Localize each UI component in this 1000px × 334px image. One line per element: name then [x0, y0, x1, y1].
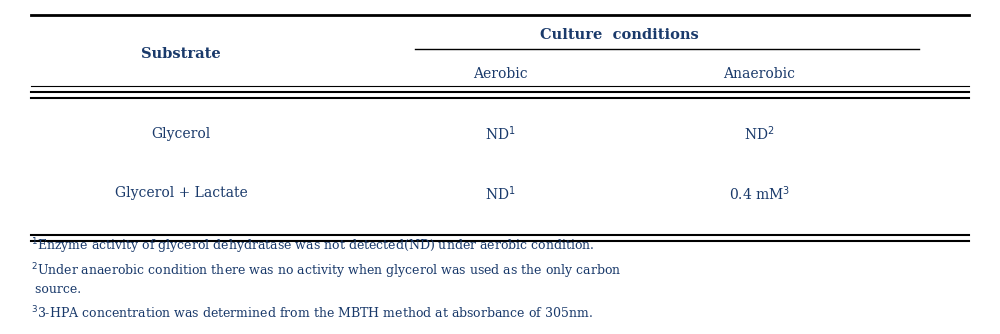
Text: Substrate: Substrate — [141, 47, 221, 61]
Text: $^2$Under anaerobic condition there was no activity when glycerol was used as th: $^2$Under anaerobic condition there was … — [31, 262, 622, 281]
Text: source.: source. — [31, 283, 81, 296]
Text: ND$^1$: ND$^1$ — [485, 184, 515, 203]
Text: Glycerol + Lactate: Glycerol + Lactate — [115, 186, 247, 200]
Text: ND$^2$: ND$^2$ — [744, 125, 775, 143]
Text: Aerobic: Aerobic — [473, 67, 527, 81]
Text: Anaerobic: Anaerobic — [723, 67, 795, 81]
Text: 0.4 mM$^3$: 0.4 mM$^3$ — [729, 184, 790, 203]
Text: $^1$Enzyme activity of glycerol dehydratase was not detected(ND) under aerobic c: $^1$Enzyme activity of glycerol dehydrat… — [31, 237, 595, 256]
Text: $^3$3-HPA concentration was determined from the MBTH method at absorbance of 305: $^3$3-HPA concentration was determined f… — [31, 304, 593, 321]
Text: ND$^1$: ND$^1$ — [485, 125, 515, 143]
Text: Culture  conditions: Culture conditions — [540, 27, 699, 41]
Text: Glycerol: Glycerol — [151, 127, 211, 141]
